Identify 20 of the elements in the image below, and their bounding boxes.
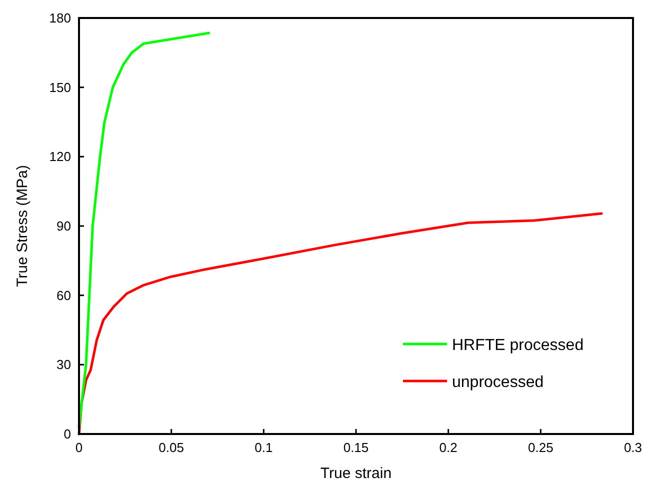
y-axis-title: True Stress (MPa) <box>14 165 31 287</box>
x-tick-label: 0.15 <box>343 440 369 455</box>
x-tick-label: 0.05 <box>158 440 184 455</box>
x-tick-label: 0 <box>75 440 83 455</box>
legend-label: HRFTE processed <box>452 337 584 354</box>
x-tick-label: 0.25 <box>528 440 554 455</box>
x-axis-title: True strain <box>320 465 392 482</box>
line-series <box>78 32 210 428</box>
y-tick-label: 120 <box>49 149 71 164</box>
legend-label: unprocessed <box>452 374 544 391</box>
y-tick-label: 180 <box>49 10 71 26</box>
x-tick-label: 0.3 <box>624 440 642 455</box>
y-tick-label: 0 <box>64 426 71 442</box>
x-tick-label: 0.1 <box>254 440 273 455</box>
y-tick-label: 90 <box>56 218 71 234</box>
y-tick-label: 60 <box>56 288 71 303</box>
x-tick-label: 0.2 <box>439 440 458 455</box>
line-series <box>78 212 603 436</box>
y-tick-label: 30 <box>56 357 71 372</box>
y-tick-label: 150 <box>49 80 71 95</box>
